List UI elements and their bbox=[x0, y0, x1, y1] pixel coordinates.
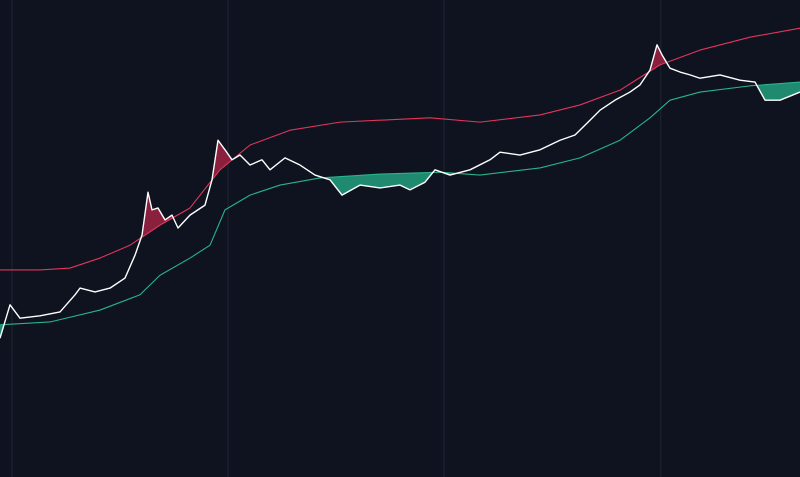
band-line bbox=[0, 81, 800, 326]
band-line bbox=[0, 27, 800, 271]
price-line bbox=[0, 44, 800, 339]
